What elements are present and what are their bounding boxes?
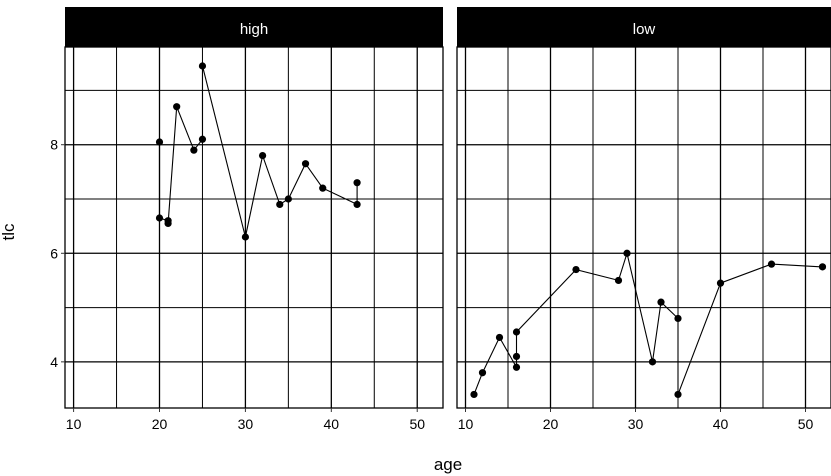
panel-high: high 10 20 30 40 50: [64, 7, 444, 432]
data-point: [319, 184, 327, 192]
series-line-low: [473, 251, 823, 395]
facet-strip-label: high: [240, 21, 268, 38]
data-point: [512, 328, 521, 336]
data-point: [353, 179, 361, 187]
x-tick-label: 50: [409, 416, 425, 432]
facet-strip: [457, 7, 831, 47]
x-tick-label: 10: [66, 416, 82, 432]
data-point: [155, 138, 164, 146]
data-point: [353, 200, 361, 209]
data-point: [258, 151, 267, 160]
y-axis-title: tlc: [0, 223, 18, 241]
data-point: [276, 200, 284, 209]
y-axis: 4 6 8: [50, 137, 65, 370]
data-point: [198, 62, 207, 70]
facet-strip: [65, 7, 443, 47]
data-point: [495, 333, 504, 342]
data-point: [164, 219, 172, 228]
panel-low: low 10 20 30 40 50: [456, 7, 831, 432]
panel-border: [64, 46, 444, 409]
x-tick-label: 20: [543, 416, 559, 432]
x-tick-label: 30: [238, 416, 254, 432]
data-point: [657, 298, 665, 306]
data-point: [198, 135, 207, 143]
data-point: [614, 276, 623, 285]
data-point: [767, 260, 776, 268]
data-point: [284, 195, 292, 203]
data-point: [716, 279, 725, 287]
x-tick-label: 40: [324, 416, 340, 432]
panel-border: [456, 46, 831, 409]
data-point: [512, 352, 521, 361]
data-point: [623, 249, 631, 257]
data-point: [572, 265, 580, 274]
data-point: [190, 146, 198, 154]
data-point: [470, 390, 478, 399]
data-point: [648, 358, 657, 366]
y-tick-label: 6: [50, 245, 58, 261]
x-tick-label: 40: [713, 416, 729, 432]
data-point: [173, 103, 181, 111]
x-tick-label: 20: [152, 416, 168, 432]
data-point: [478, 369, 487, 377]
y-tick-label: 8: [50, 137, 58, 153]
panel-background: [65, 47, 443, 408]
data-point: [301, 160, 310, 168]
data-point: [241, 233, 250, 241]
panel-background: [457, 47, 831, 408]
y-tick-label: 4: [50, 354, 58, 370]
facet-strip-label: low: [633, 21, 656, 38]
data-point: [818, 263, 827, 271]
panels-layer: high 10 20 30 40 50 low 10 20 30 40 50: [64, 7, 831, 432]
data-point: [512, 363, 521, 371]
x-tick-label: 30: [628, 416, 644, 432]
x-tick-label: 10: [458, 416, 474, 432]
data-point: [155, 214, 164, 222]
data-point: [674, 390, 682, 399]
x-tick-label: 50: [798, 416, 814, 432]
x-axis-title: age: [434, 455, 462, 474]
data-point: [674, 314, 682, 323]
